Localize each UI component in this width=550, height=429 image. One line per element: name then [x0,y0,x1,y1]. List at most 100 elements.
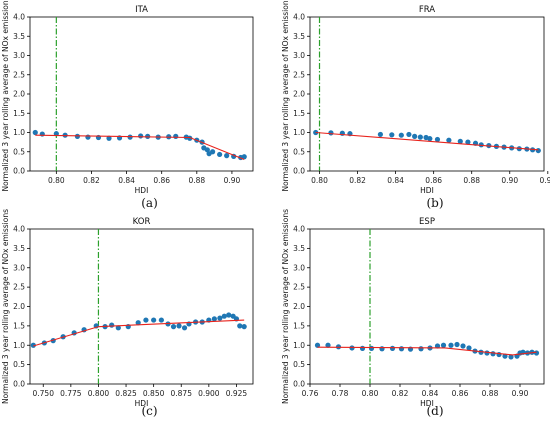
data-point [211,316,217,322]
data-layer [30,229,247,384]
y-tick-label: 1.0 [293,128,305,137]
x-axis-label: HDI [135,399,149,408]
y-tick-label: 0.0 [13,380,25,389]
data-point [173,133,179,139]
data-point [508,354,514,360]
x-tick-label: 0.78 [332,389,349,398]
x-tick-label: 0.90 [501,176,518,185]
data-point [221,313,227,319]
x-tick-label: 0.900 [198,389,220,398]
data-point [412,133,418,139]
data-point [109,322,115,328]
x-axis-label: HDI [135,186,149,195]
x-tick-label: 0.80 [48,176,65,185]
data-point [217,151,223,158]
data-point [241,154,247,160]
data-point [535,147,541,154]
chart-panel-c: 0.0 0.5 1.0 1.5 2.0 2.5 3.0 3.5 4.0 0.750 0.775 0.8… [1,209,254,418]
data-point [359,345,366,351]
data-point [389,345,396,351]
chart-title: KOR [133,217,151,227]
x-tick-label: 0.90 [512,389,529,398]
data-point [440,342,447,348]
y-tick-label: 0.5 [293,360,305,369]
y-axis-label: Normalized 3 year rolling average of NOx… [281,209,290,404]
y-tick-label: 4.0 [13,13,25,22]
plot-frame [29,16,254,172]
data-layer [313,17,541,171]
y-tick-label: 0.5 [13,147,25,156]
data-point [237,323,243,329]
x-tick-label: 0.80 [311,176,328,185]
x-tick-label: 0.850 [143,389,165,398]
y-tick-label: 3.5 [293,244,305,253]
data-point [460,343,466,349]
y-tick-label: 4.0 [293,13,305,22]
y-tick-label: 1.0 [13,128,25,137]
x-tick-label: 0.86 [425,176,442,185]
x-tick-label: 0.84 [387,176,404,185]
data-point [368,345,375,351]
data-point [457,138,463,144]
data-point [417,134,423,140]
x-axis-label: HDI [420,186,434,195]
chart-title: FRA [419,5,435,15]
x-tick-label: 0.86 [153,176,170,185]
x-tick-label: 0.82 [83,176,100,185]
data-point [466,345,472,351]
data-point [158,317,164,323]
y-tick-label: 3.5 [13,244,25,253]
y-tick-label: 1.0 [13,341,25,350]
data-point [478,142,484,148]
data-point [135,320,141,326]
data-point [418,346,424,352]
data-point [389,132,395,138]
y-tick-label: 2.5 [293,70,305,79]
panel-caption: (d) [426,404,443,418]
x-tick-label: 0.86 [452,389,469,398]
data-point [30,342,36,348]
data-point [143,317,149,323]
data-point [115,325,121,331]
y-tick-label: 2.0 [293,90,305,99]
y-tick-label: 0.0 [293,380,305,389]
data-point [181,325,188,331]
chart-panel-a: 0.0 0.5 1.0 1.5 2.0 2.5 3.0 3.5 4.0 0.80 0.82 0.84 0… [1,0,254,210]
data-point [349,345,355,351]
data-point [465,139,471,145]
y-axis-label: Normalized 3 year rolling average of NOx… [1,0,10,192]
data-point [106,135,112,141]
data-point [448,342,454,348]
y-tick-label: 4.0 [13,225,25,234]
fit-line [33,319,245,347]
data-point [446,137,452,143]
data-point [314,342,321,348]
y-tick-label: 0.5 [293,147,305,156]
x-tick-label: 0.750 [33,389,55,398]
data-point [313,129,319,136]
y-tick-label: 3.0 [13,263,25,272]
chart-panel-d: 0.0 0.5 1.0 1.5 2.0 2.5 3.0 3.5 4.0 0.76 0.78 0.80 0… [281,209,545,418]
y-tick-label: 2.5 [13,70,25,79]
data-point [533,350,540,356]
y-tick-label: 2.0 [13,302,25,311]
data-point [210,149,216,155]
fit-line [35,134,245,160]
chart-title: ITA [135,5,148,15]
data-point [176,323,182,329]
y-tick-label: 3.0 [293,263,305,272]
y-tick-label: 1.5 [293,321,305,330]
x-tick-label: 0.775 [60,389,82,398]
x-tick-label: 0.92 [539,176,550,185]
data-point [490,351,496,357]
data-point [224,153,230,159]
x-tick-label: 0.84 [422,389,439,398]
y-tick-label: 3.0 [13,51,25,60]
x-tick-label: 0.800 [88,389,110,398]
data-point [241,324,247,330]
data-point [434,136,441,143]
y-tick-label: 1.5 [13,109,25,118]
data-point [328,130,334,136]
y-tick-label: 0.0 [13,167,25,176]
